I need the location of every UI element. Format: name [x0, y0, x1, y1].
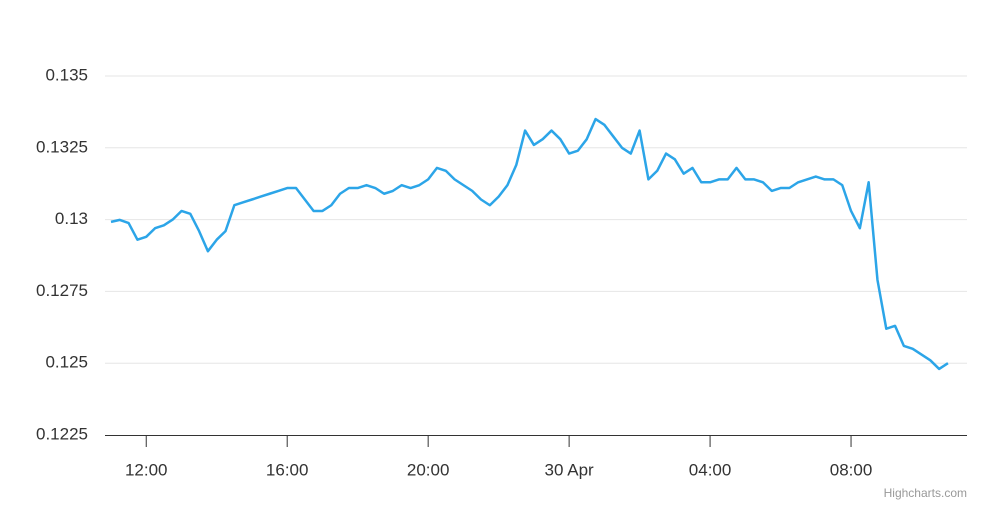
x-tick-label: 16:00 — [266, 460, 309, 479]
y-tick-label: 0.1275 — [36, 281, 88, 300]
line-series — [110, 117, 949, 371]
credits: Highcharts.com — [884, 486, 967, 500]
x-tick-label: 04:00 — [689, 460, 732, 479]
x-tick-label: 12:00 — [125, 460, 168, 479]
y-tick-label: 0.1225 — [36, 424, 88, 443]
y-tick-label: 0.125 — [45, 353, 88, 372]
x-tick-label: 08:00 — [830, 460, 873, 479]
y-tick-label: 0.13 — [55, 209, 88, 228]
y-tick-label: 0.135 — [45, 65, 88, 84]
x-tick-label: 30 Apr — [545, 460, 594, 479]
x-tick-label: 20:00 — [407, 460, 450, 479]
y-tick-label: 0.1325 — [36, 137, 88, 156]
